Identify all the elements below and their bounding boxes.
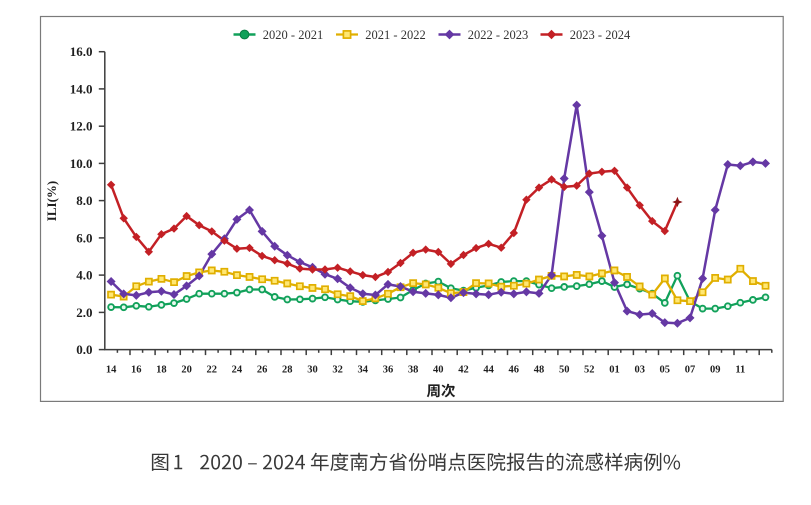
svg-text:6.0: 6.0 (76, 230, 92, 245)
svg-text:2020 - 2021: 2020 - 2021 (263, 28, 323, 42)
svg-text:22: 22 (207, 365, 218, 376)
svg-text:30: 30 (307, 365, 318, 376)
svg-text:36: 36 (383, 365, 394, 376)
svg-text:50: 50 (559, 365, 570, 376)
svg-text:2021 - 2022: 2021 - 2022 (365, 28, 425, 42)
svg-text:05: 05 (660, 365, 671, 376)
svg-text:11: 11 (735, 365, 745, 376)
svg-text:01: 01 (609, 365, 620, 376)
svg-text:2.0: 2.0 (76, 305, 92, 320)
svg-text:42: 42 (458, 365, 469, 376)
svg-text:52: 52 (584, 365, 595, 376)
svg-text:32: 32 (332, 365, 343, 376)
svg-text:0.0: 0.0 (76, 342, 92, 357)
svg-text:38: 38 (408, 365, 419, 376)
svg-text:2022 - 2023: 2022 - 2023 (468, 28, 528, 42)
svg-text:48: 48 (534, 365, 545, 376)
svg-text:14: 14 (106, 365, 117, 376)
svg-text:03: 03 (634, 365, 645, 376)
svg-text:09: 09 (710, 365, 721, 376)
svg-text:34: 34 (358, 365, 369, 376)
svg-text:4.0: 4.0 (76, 268, 92, 283)
svg-text:14.0: 14.0 (70, 81, 93, 96)
svg-text:40: 40 (433, 365, 444, 376)
svg-text:44: 44 (483, 365, 494, 376)
svg-text:ILI(%): ILI(%) (44, 181, 59, 221)
svg-text:26: 26 (257, 365, 268, 376)
svg-text:10.0: 10.0 (70, 156, 93, 171)
svg-text:07: 07 (685, 365, 696, 376)
svg-text:18: 18 (156, 365, 167, 376)
svg-text:16.0: 16.0 (70, 44, 93, 59)
svg-text:46: 46 (509, 365, 520, 376)
svg-text:20: 20 (181, 365, 192, 376)
svg-text:24: 24 (232, 365, 243, 376)
svg-text:12.0: 12.0 (70, 119, 93, 134)
svg-text:16: 16 (131, 365, 142, 376)
svg-text:2023 - 2024: 2023 - 2024 (570, 28, 631, 42)
svg-text:8.0: 8.0 (76, 193, 92, 208)
svg-text:28: 28 (282, 365, 293, 376)
